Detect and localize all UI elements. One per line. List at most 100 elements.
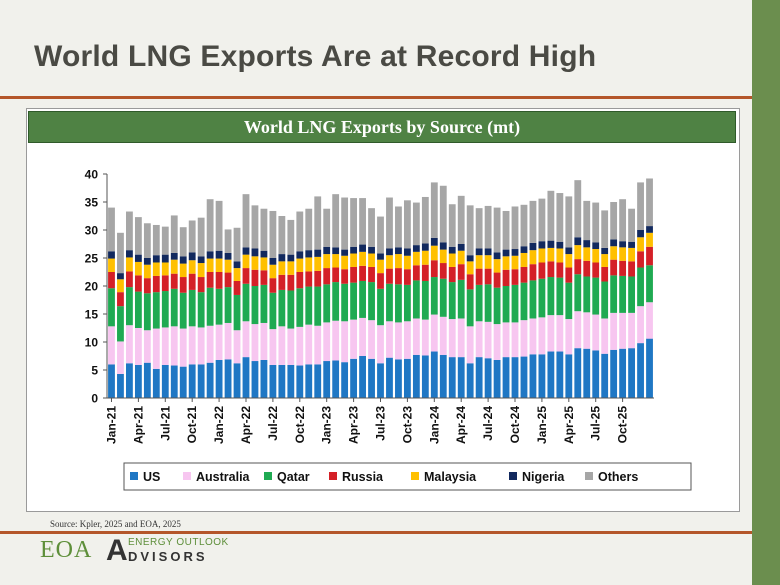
bar-stack [206,199,214,398]
bar-segment-australia [269,329,277,365]
bar-segment-others [368,208,375,247]
bar-segment-qatar [269,292,277,330]
bar-segment-malaysia [565,254,573,268]
bar-segment-others [206,199,214,252]
bar-segment-malaysia [314,256,322,271]
bar-segment-malaysia [520,252,528,267]
bar-segment-russia [592,262,600,278]
bar-stack [251,205,259,398]
bar-segment-others [143,223,151,258]
bar-segment-australia [439,316,447,355]
bar-segment-australia [538,317,546,355]
bar-segment-australia [574,311,582,349]
bar-segment-australia [251,324,259,362]
bar-segment-others [628,208,635,242]
plot-area [108,178,653,398]
bar-segment-russia [188,273,196,290]
bar-segment-australia [170,326,178,366]
bar-segment-nigeria [188,252,196,261]
bar-segment-malaysia [197,263,205,278]
bar-segment-australia [457,318,465,358]
bar-segment-australia [511,322,519,358]
bar-segment-us [188,364,196,398]
bar-stack [619,199,627,398]
bar-segment-australia [466,326,474,364]
bar-stack [368,208,375,398]
bar-segment-australia [278,326,286,365]
bar-segment-qatar [179,292,187,329]
bar-segment-russia [126,271,133,288]
bar-segment-malaysia [350,253,358,267]
bar-segment-australia [610,312,618,350]
bar-segment-others [117,232,124,274]
bar-stack [610,202,618,398]
bar-segment-malaysia [126,257,133,272]
bar-segment-others [242,194,250,248]
bar-segment-qatar [161,291,169,328]
bar-segment-qatar [475,284,483,322]
bar-stack [395,206,402,398]
bar-segment-qatar [323,284,331,323]
bar-segment-russia [556,262,564,278]
bar-segment-qatar [511,284,519,323]
bar-segment-nigeria [224,252,232,260]
bar-segment-nigeria [403,248,411,256]
bar-segment-others [574,180,582,238]
bar-segment-qatar [592,277,600,315]
bar-segment-malaysia [610,246,618,260]
bar-segment-us [592,350,600,398]
bar-segment-us [439,354,447,398]
bar-segment-malaysia [206,258,214,272]
bar-segment-us [287,364,295,398]
bar-segment-us [161,364,169,398]
bar-segment-qatar [368,282,375,321]
bar-segment-others [341,197,349,250]
bar-stack [161,226,169,398]
bar-segment-australia [646,302,653,339]
bar-segment-us [529,354,537,398]
bar-stack [583,200,591,398]
bar-segment-us [475,357,483,398]
bar-segment-malaysia [117,279,124,293]
bar-segment-malaysia [430,245,438,261]
bar-segment-others [323,208,331,247]
bar-segment-us [583,348,591,398]
bar-segment-others [260,208,268,251]
bar-segment-qatar [108,288,115,327]
bar-stack [628,208,635,398]
bar-segment-nigeria [179,256,187,264]
bar-segment-russia [511,269,519,285]
bar-segment-russia [278,274,286,290]
bar-stack [493,207,501,398]
bar-stack [126,211,133,398]
bar-stack [188,220,196,398]
bar-segment-us [332,360,340,398]
bar-segment-nigeria [269,258,277,265]
bar-segment-australia [547,315,555,352]
bar-segment-russia [350,266,358,283]
bar-segment-malaysia [484,255,492,269]
bar-segment-qatar [305,286,313,325]
bar-segment-russia [377,273,384,289]
x-tick-label: Apr-22 [239,406,253,444]
bar-segment-russia [287,274,295,291]
bar-segment-russia [520,266,528,283]
bar-segment-others [332,194,340,248]
bar-segment-others [215,200,223,251]
bar-segment-us [556,351,564,398]
bar-segment-russia [215,272,223,289]
x-tick-label: Jul-22 [266,406,280,441]
bar-segment-russia [242,268,250,284]
bar-segment-others [412,202,420,246]
bar-segment-russia [143,278,151,294]
bar-stack [296,211,304,398]
bar-segment-us [108,364,115,398]
bar-segment-russia [368,266,375,283]
bar-segment-us [269,364,277,398]
bar-stack [224,229,232,398]
bar-segment-australia [520,320,528,357]
bar-segment-australia [323,322,331,362]
bar-segment-us [305,364,313,398]
bar-segment-australia [601,318,609,354]
bar-segment-qatar [439,278,447,317]
